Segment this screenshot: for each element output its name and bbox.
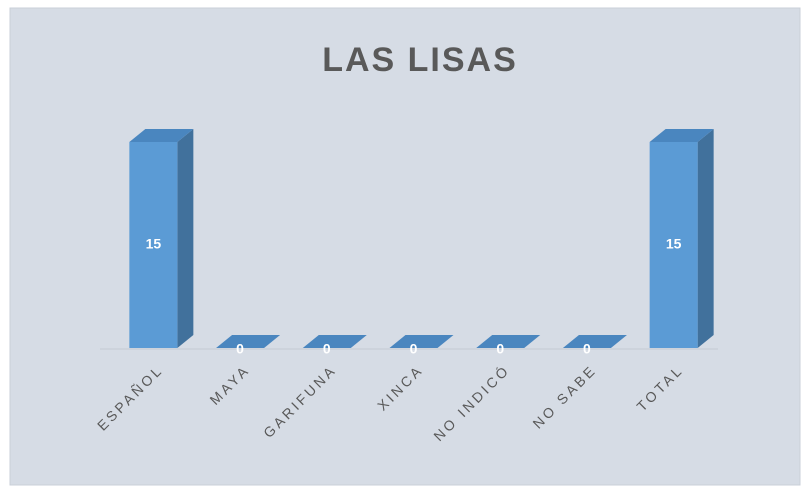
bar-top xyxy=(562,335,627,348)
bar-top xyxy=(302,335,367,348)
bar xyxy=(302,335,367,348)
bar-front xyxy=(649,142,698,348)
data-label: 0 xyxy=(583,341,591,357)
bar xyxy=(649,129,714,348)
chart-title: LAS LISAS xyxy=(322,41,518,79)
data-label: 0 xyxy=(410,341,418,357)
bar-top xyxy=(476,335,541,348)
bar-side xyxy=(697,129,714,348)
data-label: 0 xyxy=(323,341,331,357)
bar xyxy=(129,129,194,348)
data-label: 0 xyxy=(236,341,244,357)
bar-top xyxy=(389,335,454,348)
bar-top xyxy=(216,335,281,348)
bar-front xyxy=(129,142,178,348)
data-label: 15 xyxy=(666,236,682,252)
bar xyxy=(476,335,541,348)
data-label: 15 xyxy=(146,236,162,252)
bar xyxy=(216,335,281,348)
bar xyxy=(389,335,454,348)
data-label: 0 xyxy=(496,341,504,357)
bar-side xyxy=(177,129,194,348)
bar-top xyxy=(649,129,714,142)
bar-top xyxy=(129,129,194,142)
bar xyxy=(562,335,627,348)
